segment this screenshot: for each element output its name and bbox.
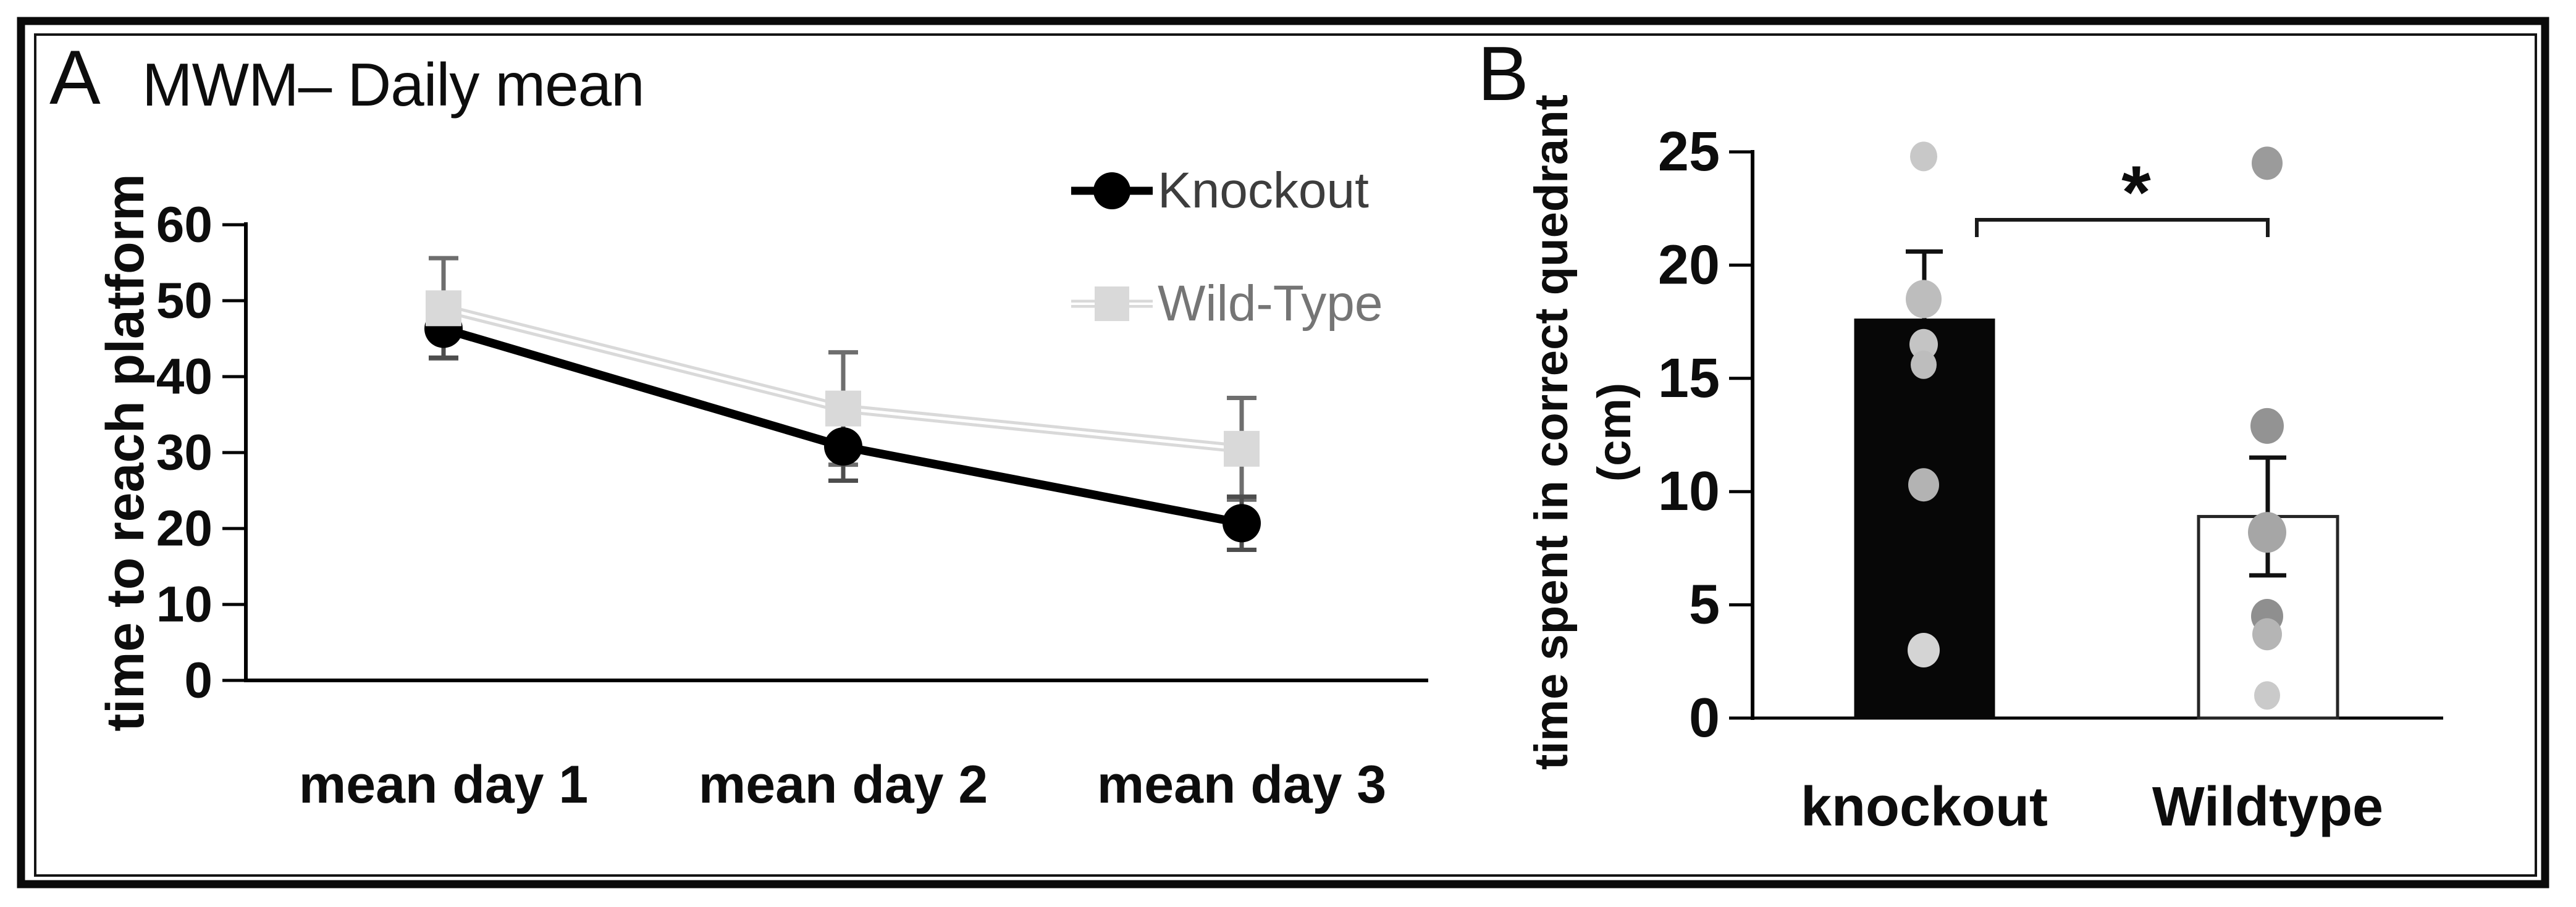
panel-b-y-axis-label-line2: (cm) bbox=[1588, 382, 1641, 482]
a-knockout-marker bbox=[1223, 504, 1261, 543]
b-data-point-knockout bbox=[1909, 328, 1938, 360]
b-data-point-knockout bbox=[1910, 141, 1937, 172]
a-y-tick-label: 20 bbox=[156, 501, 213, 557]
b-y-tick-label: 5 bbox=[1689, 574, 1720, 636]
b-data-point-Wildtype bbox=[2252, 146, 2283, 180]
panel-b-category-wildtype: Wildtype bbox=[2152, 776, 2384, 838]
legend-knockout-marker bbox=[1093, 172, 1130, 209]
b-data-point-Wildtype bbox=[2248, 512, 2286, 553]
b-data-point-knockout bbox=[1908, 468, 1939, 502]
panel-b-y-axis-label-line1: time spent in correct quedrant bbox=[1525, 94, 1578, 770]
b-data-point-Wildtype bbox=[2254, 681, 2280, 710]
a-y-tick-label: 40 bbox=[156, 349, 213, 405]
a-knockout-marker bbox=[824, 427, 862, 466]
a-wildtype-marker bbox=[1224, 430, 1260, 467]
b-data-point-knockout bbox=[1908, 632, 1940, 667]
panel-a-category-mean-day-3: mean day 3 bbox=[1096, 755, 1387, 814]
a-y-tick-label: 50 bbox=[156, 273, 213, 329]
panel-a-title: MWM– Daily mean bbox=[142, 51, 645, 119]
figure-outer-border bbox=[17, 17, 2549, 888]
b-data-point-knockout bbox=[1911, 350, 1937, 379]
b-y-tick-label: 25 bbox=[1658, 121, 1720, 183]
a-y-tick-label: 60 bbox=[156, 197, 213, 253]
a-wildtype-marker bbox=[426, 290, 461, 327]
legend-label-knockout: Knockout bbox=[1158, 162, 1369, 219]
panel-a-category-mean-day-1: mean day 1 bbox=[298, 755, 589, 814]
a-y-tick-label: 10 bbox=[156, 577, 213, 633]
legend-label-wildtype: Wild-Type bbox=[1158, 275, 1383, 332]
significance-bracket bbox=[1975, 218, 2270, 237]
a-y-tick-label: 30 bbox=[156, 425, 213, 481]
b-y-tick-label: 15 bbox=[1658, 348, 1720, 409]
b-data-point-Wildtype bbox=[2252, 618, 2282, 651]
significance-star: * bbox=[2121, 150, 2151, 234]
legend-wildtype-marker bbox=[1095, 286, 1129, 321]
figure-inner-border bbox=[34, 33, 2537, 877]
panel-a-category-mean-day-2: mean day 2 bbox=[698, 755, 988, 814]
b-y-tick-label: 20 bbox=[1658, 234, 1720, 296]
panel-a-y-axis-label: time to reach platform bbox=[96, 173, 155, 732]
a-y-tick-label: 0 bbox=[184, 653, 213, 709]
a-wildtype-marker bbox=[825, 390, 861, 427]
panel-b-category-knockout: knockout bbox=[1800, 776, 2048, 838]
panel-a-letter: A bbox=[49, 35, 101, 120]
panel-b-letter: B bbox=[1478, 31, 1529, 117]
b-y-tick-label: 10 bbox=[1658, 461, 1720, 522]
b-data-point-Wildtype bbox=[2250, 408, 2284, 444]
b-y-tick-label: 0 bbox=[1689, 687, 1720, 749]
b-data-point-knockout bbox=[1906, 280, 1942, 319]
